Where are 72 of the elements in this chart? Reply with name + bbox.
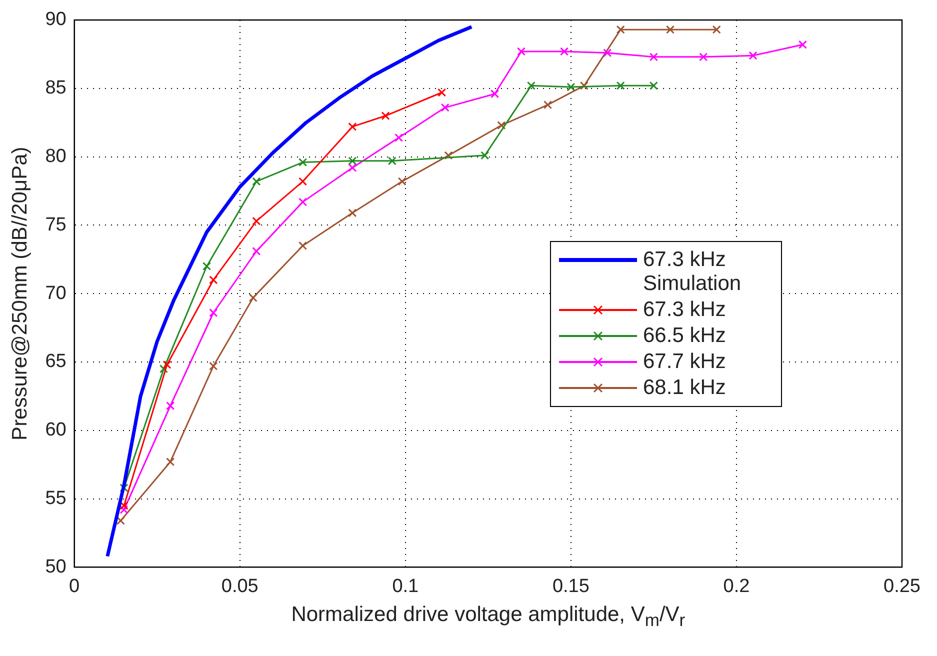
y-tick-label: 90 — [45, 9, 66, 30]
point — [748, 51, 758, 60]
point — [120, 505, 128, 514]
legend-label: 67.3 kHz — [643, 298, 727, 322]
point — [580, 81, 588, 90]
point — [209, 276, 218, 284]
point — [516, 47, 526, 56]
point — [298, 241, 308, 250]
point — [616, 81, 625, 90]
point — [252, 246, 261, 256]
legend-label: 66.5 kHz — [643, 324, 727, 348]
point — [394, 133, 404, 142]
x-tick-label: 0.05 — [221, 576, 258, 597]
x-tick-label: 0.15 — [552, 576, 590, 597]
point — [252, 216, 261, 226]
y-tick-label: 75 — [45, 214, 66, 236]
point — [162, 360, 172, 370]
x-tick-label: 0.2 — [723, 576, 750, 597]
point — [388, 156, 396, 166]
point — [566, 82, 576, 92]
point — [438, 88, 446, 97]
point — [649, 81, 658, 90]
point — [666, 25, 675, 34]
point — [116, 516, 125, 525]
point — [348, 156, 357, 166]
point — [166, 458, 175, 466]
point — [298, 198, 308, 206]
point — [798, 40, 807, 49]
point — [543, 100, 552, 110]
y-axis-title: Pressure@250mm (dB//20μPa) — [8, 146, 32, 440]
x-tick-label: 0.25 — [884, 576, 920, 597]
y-tick-label: 55 — [45, 488, 66, 510]
point — [526, 81, 536, 90]
point — [209, 362, 218, 370]
legend-label: 67.3 kHz Simulation — [643, 248, 742, 296]
point — [497, 121, 506, 130]
point — [348, 163, 357, 172]
point — [649, 52, 658, 62]
point — [440, 103, 450, 112]
point — [248, 293, 258, 302]
y-tick-label: 60 — [45, 420, 66, 441]
point — [298, 177, 308, 186]
point — [348, 122, 357, 131]
point — [381, 111, 390, 120]
point — [712, 25, 721, 34]
point — [616, 25, 625, 34]
point — [120, 501, 128, 510]
y-tick-label: 50 — [45, 556, 66, 578]
y-tick-label: 65 — [45, 351, 66, 372]
point — [202, 262, 212, 271]
point — [120, 484, 128, 492]
point — [603, 48, 612, 58]
point — [348, 208, 357, 218]
point — [699, 52, 708, 62]
x-tick-label: 0.1 — [392, 576, 419, 597]
point — [444, 151, 453, 160]
y-tick-label: 80 — [45, 146, 66, 168]
x-axis-title: Normalized drive voltage amplitude, V$_{m}$/V$_{r}$ — [290, 603, 686, 632]
y-tick-label: 85 — [45, 78, 66, 99]
point — [166, 401, 175, 410]
x-tick-label: 0 — [69, 576, 80, 597]
y-tick-label: 70 — [45, 282, 66, 304]
point — [560, 47, 569, 56]
point — [480, 151, 490, 160]
point — [159, 364, 168, 374]
point — [252, 177, 261, 186]
point — [209, 308, 218, 318]
legend-label: 68.1 kHz — [643, 376, 727, 400]
point — [490, 90, 500, 98]
point — [398, 177, 406, 186]
point — [298, 158, 308, 167]
legend-label: 67.7 kHz — [643, 350, 727, 374]
